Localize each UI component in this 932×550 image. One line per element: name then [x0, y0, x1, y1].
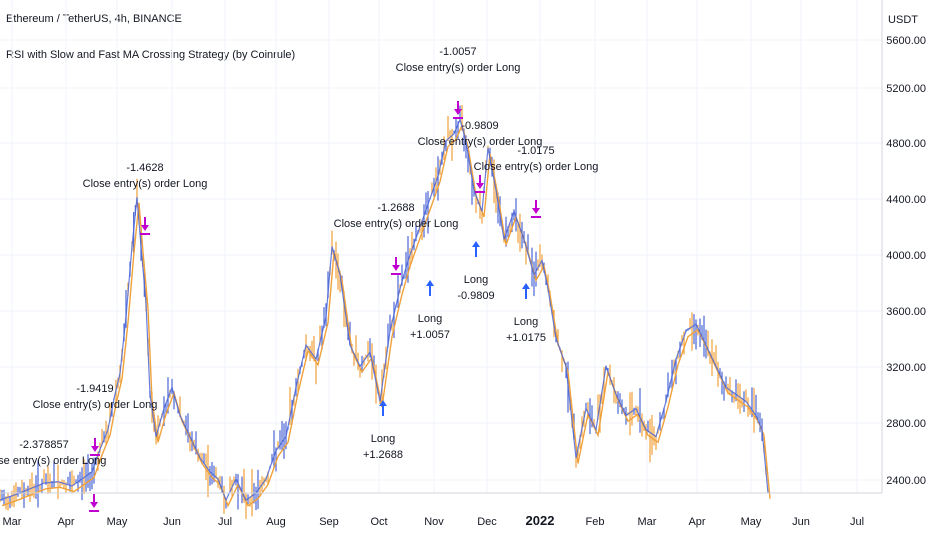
strategy-title[interactable]: RSI with Slow and Fast MA Crossing Strat…: [6, 49, 296, 61]
close-arrowhead: [476, 183, 484, 189]
long-signal[interactable]: Long -0.9809: [457, 241, 495, 302]
close-signal[interactable]: -1.0057 Close entry(s) order Long: [396, 46, 521, 119]
long-signal[interactable]: Long +1.0057: [410, 280, 450, 341]
close-arrowhead: [91, 446, 99, 452]
signal-value: -0.9809: [457, 290, 494, 302]
price-line-orange: [1, 123, 771, 508]
x-tick-label: Dec: [477, 516, 497, 528]
y-axis-ticks: 2400.00 2800.00 3200.00 3600.00 4000.00 4400.…: [886, 35, 926, 487]
x-tick-label: Mar: [3, 516, 22, 528]
x-tick-label: 2022: [526, 513, 555, 528]
signal-label: Long: [514, 316, 538, 328]
x-tick-label: Jul: [850, 516, 864, 528]
price-unit-label: USDT: [888, 14, 918, 26]
signal-value: -2.378857: [19, 439, 69, 451]
close-arrowhead: [532, 208, 540, 214]
y-tick-label: 5200.00: [886, 83, 926, 95]
signal-label: Close entry(s) order Long: [0, 455, 106, 467]
signal-label: Close entry(s) order Long: [396, 62, 521, 74]
symbol-title[interactable]: Ethereum / TetherUS, 4h, BINANCE: [6, 13, 182, 25]
x-tick-label: Apr: [688, 516, 705, 528]
x-tick-label: Jun: [163, 516, 181, 528]
signal-value: -1.0057: [439, 46, 476, 58]
signal-value: -1.0175: [517, 145, 554, 157]
signal-value: -1.2688: [377, 202, 414, 214]
signal-value: +1.0057: [410, 329, 450, 341]
x-tick-label: Sep: [319, 516, 339, 528]
x-tick-label: Mar: [638, 516, 657, 528]
long-arrowhead: [472, 241, 480, 247]
x-tick-label: Oct: [370, 516, 387, 528]
chart-grid: [0, 0, 882, 493]
signal-value: -1.9419: [76, 383, 113, 395]
x-tick-label: May: [107, 516, 128, 528]
signal-label: Close entry(s) order Long: [33, 399, 158, 411]
close-arrowhead: [454, 109, 462, 115]
close-arrowhead: [141, 225, 149, 231]
x-tick-label: May: [741, 516, 762, 528]
y-tick-label: 4800.00: [886, 138, 926, 150]
close-arrowhead: [90, 502, 98, 508]
y-tick-label: 3200.00: [886, 362, 926, 374]
signal-label: Close entry(s) order Long: [418, 136, 543, 148]
signal-value: +1.2688: [363, 449, 403, 461]
x-tick-label: Jul: [218, 516, 232, 528]
long-signal[interactable]: Long +1.2688: [363, 400, 403, 461]
price-series-layer: [0, 104, 771, 519]
x-tick-label: Jun: [792, 516, 810, 528]
close-signal[interactable]: -1.0175 Close entry(s) order Long: [474, 145, 599, 218]
long-arrowhead: [379, 400, 387, 406]
close-signal[interactable]: -2.378857 Close entry(s) order Long: [0, 439, 106, 512]
y-tick-label: 3600.00: [886, 306, 926, 318]
long-arrowhead: [426, 280, 434, 286]
price-line-blue: [0, 117, 769, 502]
y-tick-label: 4400.00: [886, 194, 926, 206]
x-tick-label: Aug: [266, 516, 286, 528]
signal-value: -1.4628: [126, 162, 163, 174]
y-tick-label: 2400.00: [886, 475, 926, 487]
x-tick-label: Feb: [586, 516, 605, 528]
close-signal[interactable]: -1.4628 Close entry(s) order Long: [83, 162, 208, 235]
signal-label: Long: [371, 433, 395, 445]
close-signal[interactable]: -1.9419 Close entry(s) order Long: [33, 383, 158, 456]
signal-value: +1.0175: [506, 332, 546, 344]
long-signal[interactable]: Long +1.0175: [506, 283, 546, 344]
y-tick-label: 5600.00: [886, 35, 926, 47]
signal-label: Long: [418, 313, 442, 325]
x-tick-label: Nov: [424, 516, 444, 528]
signal-label: Close entry(s) order Long: [474, 161, 599, 173]
close-arrowhead: [392, 265, 400, 271]
signal-label: Close entry(s) order Long: [334, 218, 459, 230]
signal-label: Close entry(s) order Long: [83, 178, 208, 190]
x-tick-label: Apr: [57, 516, 74, 528]
close-signal[interactable]: -1.2688 Close entry(s) order Long: [334, 202, 459, 275]
close-signal[interactable]: -0.9809 Close entry(s) order Long: [418, 120, 543, 193]
trade-signals-layer: -2.378857Close entry(s) order Long-1.941…: [0, 46, 599, 512]
signal-value: -0.9809: [461, 120, 498, 132]
signal-label: Long: [464, 274, 488, 286]
y-tick-label: 4000.00: [886, 250, 926, 262]
long-arrowhead: [522, 283, 530, 289]
x-axis-ticks: Mar Apr May Jun Jul Aug Sep Oct Nov Dec 2022 Feb Mar…: [3, 513, 865, 528]
y-tick-label: 2800.00: [886, 418, 926, 430]
